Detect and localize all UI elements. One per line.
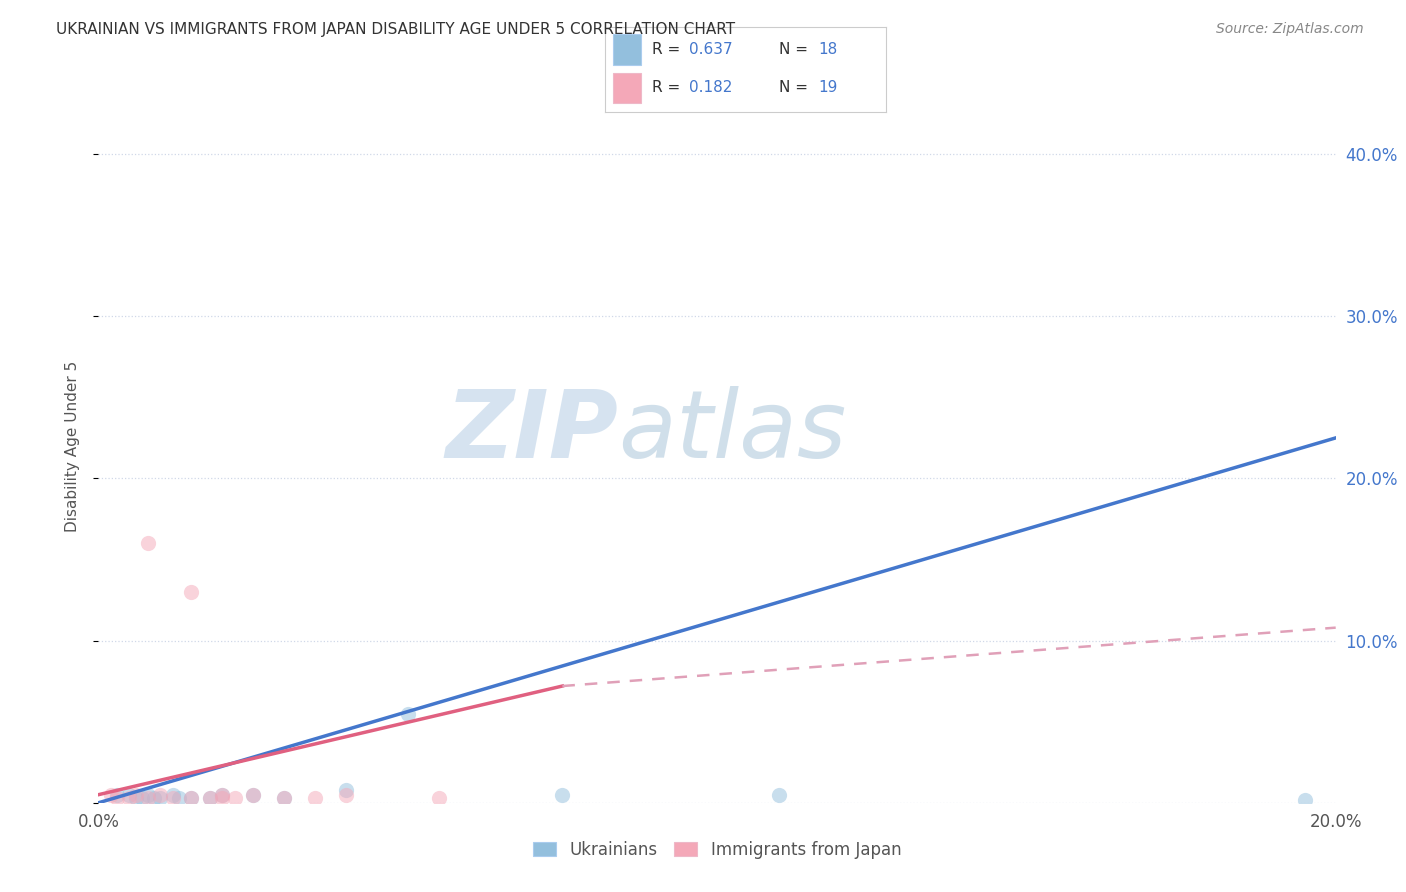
Text: 0.637: 0.637 — [689, 42, 733, 57]
Point — [335, 782, 357, 797]
FancyBboxPatch shape — [613, 35, 641, 65]
Point — [304, 791, 326, 805]
Point — [136, 788, 159, 802]
Point — [211, 788, 233, 802]
Point — [162, 791, 184, 805]
Text: N =: N = — [779, 42, 813, 57]
Point — [768, 788, 790, 802]
Point — [149, 788, 172, 802]
Point — [198, 791, 221, 805]
Point — [1294, 792, 1316, 806]
Point — [131, 791, 153, 805]
Point — [180, 791, 202, 805]
Point — [198, 791, 221, 805]
Point — [427, 791, 450, 805]
Point — [273, 791, 295, 805]
Point — [149, 791, 172, 805]
Text: atlas: atlas — [619, 386, 846, 477]
Point — [180, 585, 202, 599]
Point — [335, 788, 357, 802]
Text: 18: 18 — [818, 42, 838, 57]
Point — [105, 791, 128, 805]
Text: ZIP: ZIP — [446, 385, 619, 478]
Text: Source: ZipAtlas.com: Source: ZipAtlas.com — [1216, 22, 1364, 37]
Point — [211, 788, 233, 802]
Text: N =: N = — [779, 80, 813, 95]
Point — [273, 791, 295, 805]
Text: 0.182: 0.182 — [689, 80, 733, 95]
Point — [396, 706, 419, 721]
Point — [180, 791, 202, 805]
Point — [105, 788, 128, 802]
Point — [118, 788, 141, 802]
Text: R =: R = — [652, 42, 686, 57]
Point — [242, 788, 264, 802]
Point — [242, 788, 264, 802]
Point — [118, 791, 141, 805]
Text: UKRAINIAN VS IMMIGRANTS FROM JAPAN DISABILITY AGE UNDER 5 CORRELATION CHART: UKRAINIAN VS IMMIGRANTS FROM JAPAN DISAB… — [56, 22, 735, 37]
FancyBboxPatch shape — [613, 72, 641, 103]
Point — [136, 536, 159, 550]
Point — [211, 791, 233, 805]
Point — [551, 788, 574, 802]
Point — [224, 791, 246, 805]
Point — [167, 791, 190, 805]
Point — [124, 791, 146, 805]
Y-axis label: Disability Age Under 5: Disability Age Under 5 — [65, 360, 80, 532]
Text: 19: 19 — [818, 80, 838, 95]
Text: R =: R = — [652, 80, 686, 95]
Point — [100, 788, 122, 802]
Point — [136, 791, 159, 805]
Legend: Ukrainians, Immigrants from Japan: Ukrainians, Immigrants from Japan — [526, 835, 908, 866]
Point — [143, 791, 166, 805]
Point — [162, 788, 184, 802]
Point — [124, 788, 146, 802]
